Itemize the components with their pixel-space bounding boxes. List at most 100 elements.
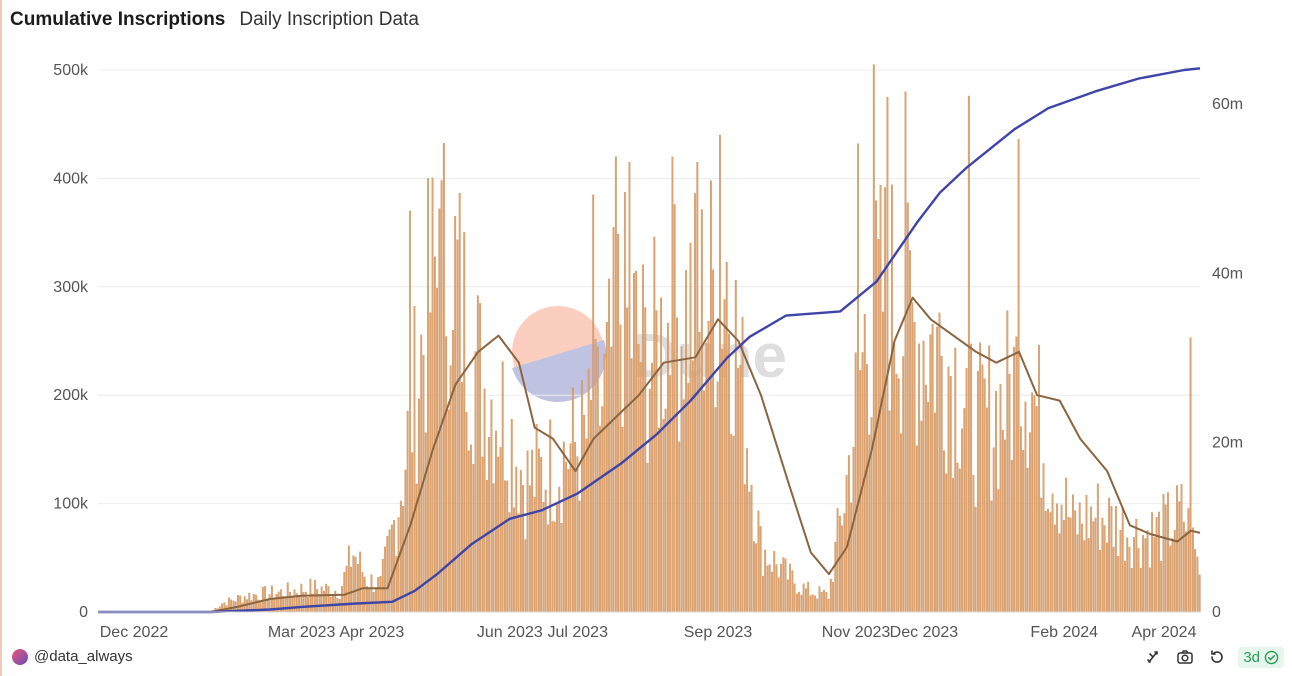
daily-bar: [1176, 485, 1178, 613]
daily-bar: [551, 521, 554, 613]
daily-bar: [963, 408, 966, 613]
daily-bar: [757, 510, 760, 613]
daily-bar: [644, 307, 647, 613]
daily-bar: [332, 595, 334, 613]
author-handle[interactable]: @data_always: [34, 648, 133, 665]
daily-bar: [979, 342, 982, 613]
daily-bar: [1038, 344, 1040, 613]
daily-bar: [1169, 545, 1172, 613]
daily-bar: [709, 180, 712, 613]
daily-bar: [791, 570, 794, 613]
daily-bar: [1121, 508, 1124, 613]
tab-daily-inscription-data[interactable]: Daily Inscription Data: [239, 9, 419, 30]
daily-bar: [1146, 530, 1149, 613]
daily-bar: [924, 384, 927, 613]
daily-bar: [1092, 521, 1095, 613]
y-left-tick-label: 500k: [53, 62, 89, 79]
daily-bar: [508, 512, 511, 613]
daily-bar: [802, 583, 805, 613]
daily-bar: [714, 407, 717, 613]
avatar[interactable]: [12, 648, 28, 665]
daily-bar: [578, 500, 581, 613]
daily-bar: [890, 184, 893, 613]
daily-bar: [1033, 395, 1036, 613]
daily-bar: [970, 343, 973, 613]
daily-bar: [481, 456, 484, 613]
daily-bar: [630, 358, 633, 613]
daily-bar: [863, 313, 866, 613]
daily-bar: [879, 184, 882, 613]
daily-bar: [1142, 535, 1145, 613]
daily-bar: [1047, 508, 1049, 613]
daily-bar: [470, 444, 472, 613]
y-left-tick-label: 0: [79, 604, 88, 621]
daily-bar: [1019, 426, 1022, 613]
x-tick-label: Feb 2024: [1030, 624, 1098, 641]
daily-bar: [707, 320, 710, 613]
daily-bar: [689, 242, 692, 613]
daily-bar: [1035, 406, 1038, 613]
daily-bar: [583, 414, 586, 613]
daily-bar: [565, 462, 567, 613]
chart-tabs: Cumulative Inscriptions Daily Inscriptio…: [10, 9, 419, 31]
daily-bar: [617, 234, 620, 613]
daily-bar: [442, 143, 445, 613]
tab-cumulative-inscriptions[interactable]: Cumulative Inscriptions: [10, 9, 226, 30]
daily-bar: [1090, 506, 1092, 613]
daily-bar: [524, 539, 527, 613]
daily-bar: [1112, 546, 1115, 613]
daily-bar: [1008, 374, 1011, 613]
daily-bar: [1167, 492, 1169, 613]
daily-bar: [356, 564, 359, 613]
daily-bar: [768, 564, 771, 613]
daily-bar: [782, 557, 785, 613]
daily-bar: [522, 485, 524, 613]
daily-bar: [547, 524, 549, 613]
daily-bar: [1053, 524, 1056, 613]
daily-bar: [445, 336, 448, 613]
x-tick-label: Dec 2023: [890, 624, 959, 641]
daily-bar: [852, 446, 855, 613]
daily-bar: [553, 521, 556, 613]
daily-bar: [1094, 517, 1097, 613]
daily-bar: [599, 425, 601, 613]
camera-icon[interactable]: [1174, 646, 1196, 668]
daily-bar: [1099, 550, 1102, 613]
daily-bar: [594, 339, 597, 613]
daily-bar: [1137, 548, 1140, 613]
daily-bar: [1189, 337, 1192, 613]
daily-bar: [777, 577, 780, 613]
daily-bar: [513, 507, 515, 613]
x-tick-label: Mar 2023: [268, 624, 336, 641]
daily-bar: [497, 456, 500, 613]
refresh-status-badge[interactable]: 3d: [1238, 646, 1284, 668]
x-tick-label: Dec 2022: [100, 624, 169, 641]
daily-bar: [938, 312, 941, 613]
daily-bar: [746, 448, 749, 613]
daily-bar: [943, 450, 945, 613]
daily-bar: [657, 427, 660, 613]
daily-bar: [676, 317, 678, 613]
daily-bar: [1083, 540, 1086, 613]
daily-bar: [501, 361, 504, 613]
daily-bar: [291, 595, 294, 613]
footer-tools: 3d: [1142, 646, 1284, 668]
daily-bar: [814, 595, 816, 613]
daily-bar: [1135, 519, 1138, 613]
daily-bar: [1180, 484, 1183, 613]
daily-bar: [1031, 392, 1034, 613]
daily-bar: [775, 564, 778, 613]
daily-bar: [610, 346, 613, 613]
watermark-logo-top: [512, 306, 604, 398]
daily-bar: [1164, 504, 1167, 613]
y-left-tick-label: 400k: [53, 170, 89, 187]
daily-bar: [431, 177, 434, 613]
daily-bar: [696, 161, 699, 613]
daily-bar: [637, 343, 640, 613]
fork-icon[interactable]: [1142, 646, 1164, 668]
daily-bar: [694, 193, 696, 613]
refresh-icon[interactable]: [1206, 646, 1228, 668]
daily-bar: [307, 597, 310, 613]
daily-bar: [669, 375, 672, 613]
daily-bar: [433, 256, 436, 613]
